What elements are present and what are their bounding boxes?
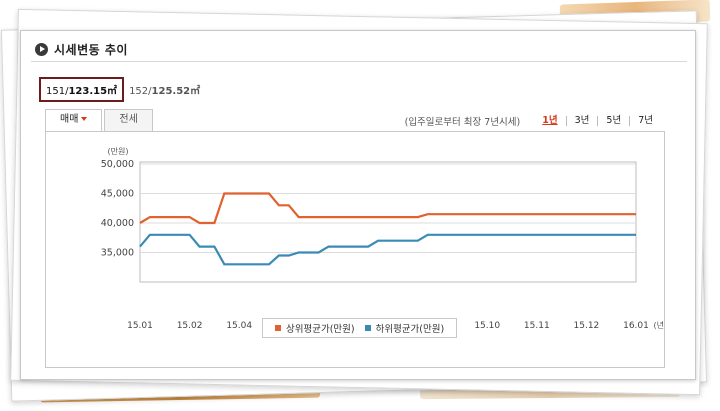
chart-legend: 상위평균가(만원) 하위평균가(만원) bbox=[262, 318, 458, 338]
tab-sale[interactable]: 매매 bbox=[45, 109, 103, 131]
period-note: (입주일로부터 최장 7년시세) bbox=[404, 117, 521, 128]
y-tick-label: 35,000 bbox=[101, 248, 134, 259]
x-tick-label: 15.02 bbox=[177, 321, 203, 331]
section-header: 시세변동 추이 bbox=[35, 41, 128, 58]
play-circle-icon bbox=[35, 43, 48, 56]
y-tick-label: 45,000 bbox=[101, 189, 134, 200]
period-1-year[interactable]: 1년 bbox=[542, 115, 558, 126]
period-5-year[interactable]: 5년 bbox=[597, 116, 629, 126]
period-7-year[interactable]: 7년 bbox=[629, 116, 661, 126]
size-code: 151/ bbox=[46, 86, 69, 97]
tab-label: 매매 bbox=[60, 114, 79, 125]
divider bbox=[31, 61, 687, 62]
legend-swatch bbox=[275, 325, 281, 331]
x-tick-label: 16.01 bbox=[623, 321, 649, 331]
chart-area: 35,000 40,000 45,000 50,000 (만원) 15.01 15.02 1… bbox=[45, 132, 674, 368]
y-unit-label: (만원) bbox=[108, 147, 129, 156]
x-unit-label: (년월) bbox=[654, 320, 664, 330]
y-tick-label: 40,000 bbox=[101, 218, 134, 229]
size-area: 125.52㎡ bbox=[151, 86, 201, 97]
trade-type-tabs: 매매 전세 bbox=[45, 109, 155, 131]
size-selector: 151/123.15㎡ 152/125.52㎡ bbox=[39, 77, 205, 102]
legend-item-lower: 하위평균가(만원) bbox=[364, 321, 445, 335]
series-line-lower bbox=[139, 233, 636, 266]
x-tick-label: 15.04 bbox=[226, 321, 252, 331]
caret-down-icon bbox=[81, 117, 88, 121]
series-line-upper bbox=[139, 192, 636, 225]
size-area: 123.15㎡ bbox=[68, 86, 118, 97]
legend-label: 하위평균가(만원) bbox=[375, 324, 445, 335]
size-option-151[interactable]: 151/123.15㎡ bbox=[39, 77, 125, 102]
size-option-152[interactable]: 152/125.52㎡ bbox=[124, 79, 205, 100]
tab-label: 전세 bbox=[119, 114, 138, 125]
x-tick-label: 15.01 bbox=[127, 321, 153, 331]
legend-item-upper: 상위평균가(만원) bbox=[275, 321, 355, 335]
y-tick-label: 50,000 bbox=[101, 159, 134, 170]
section-title: 시세변동 추이 bbox=[54, 43, 128, 57]
tab-underline bbox=[45, 131, 665, 132]
x-tick-label: 15.12 bbox=[574, 321, 600, 331]
period-selector: (입주일로부터 최장 7년시세) 1년 3년 5년 7년 bbox=[404, 114, 661, 129]
x-tick-label: 15.11 bbox=[524, 321, 550, 331]
legend-swatch bbox=[364, 325, 371, 331]
size-code: 152/ bbox=[129, 86, 152, 97]
period-3-year[interactable]: 3년 bbox=[565, 116, 598, 126]
tab-jeonse[interactable]: 전세 bbox=[104, 109, 153, 131]
price-trend-card: 시세변동 추이 151/123.15㎡ 152/125.52㎡ 매매 전세 (입… bbox=[20, 30, 696, 380]
x-tick-label: 15.10 bbox=[474, 321, 500, 331]
legend-label: 상위평균가(만원) bbox=[286, 324, 355, 335]
